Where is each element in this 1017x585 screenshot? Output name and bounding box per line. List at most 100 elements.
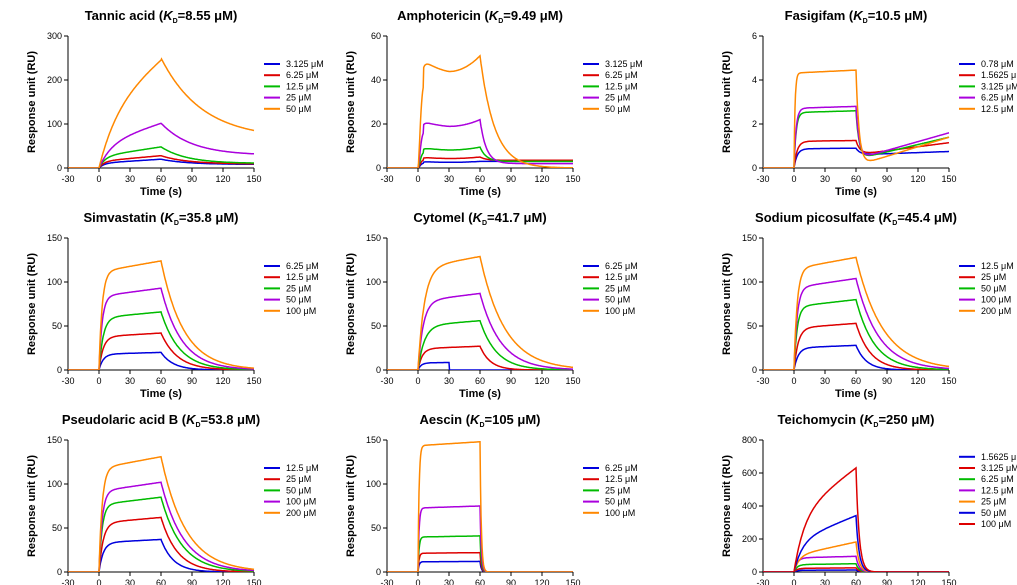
y-axis-label: Response unit (RU) [721,455,733,557]
x-tick-label: 90 [506,376,516,386]
y-tick-label: 100 [742,277,757,287]
legend-label: 6.25 μM [286,70,319,80]
x-tick-label: 120 [910,174,925,184]
x-tick-label: 60 [475,578,485,585]
series-line-4 [68,122,254,168]
y-tick-label: 100 [366,479,381,489]
x-tick-label: 30 [125,174,135,184]
chart-title: Sodium picosulfate (KD=45.4 μM) [755,210,957,227]
x-tick-label: 90 [187,578,197,585]
x-tick-label: 0 [96,578,101,585]
x-tick-label: 90 [187,376,197,386]
series-line-3 [68,311,254,370]
legend-label: 200 μM [981,306,1011,316]
series-line-2 [763,322,949,370]
series-line-3 [763,110,950,168]
x-tick-label: 120 [910,578,925,585]
chart-title-text: Aescin ( [419,412,470,427]
x-tick-label: 90 [506,578,516,585]
x-tick-label: -30 [756,578,769,585]
chart-title-kd-value: =9.49 μM) [503,8,563,23]
x-axis-label: Time (s) [835,186,877,198]
x-tick-label: 60 [156,174,166,184]
legend-label: 50 μM [286,295,311,305]
y-tick-label: 150 [47,435,62,445]
legend-label: 6.25 μM [286,261,319,271]
chart-title-kd-symbol: K [473,210,484,225]
x-tick-label: 150 [246,174,261,184]
legend-label: 6.25 μM [981,474,1014,484]
series-line-6 [763,514,949,572]
x-tick-label: 150 [941,174,956,184]
y-tick-label: 0 [57,567,62,577]
x-tick-label: -30 [61,174,74,184]
legend-label: 100 μM [981,519,1011,529]
chart-title-kd-value: =8.55 μM) [178,8,238,23]
x-tick-label: -30 [61,578,74,585]
chart-title-text: Amphotericin ( [397,8,489,23]
series-line-3 [68,496,255,572]
x-axis-label: Time (s) [140,388,182,400]
series-line-3 [68,146,254,168]
legend-label: 1.5625 μM [981,452,1017,462]
legend-label: 25 μM [286,93,311,103]
legend-label: 50 μM [981,508,1006,518]
series-line-5 [387,255,573,370]
x-tick-label: 60 [851,376,861,386]
chart-title-kd-value: =250 μM) [878,412,934,427]
series-line-4 [68,287,254,370]
legend-label: 100 μM [605,306,635,316]
y-tick-label: 50 [747,321,757,331]
y-tick-label: 100 [47,277,62,287]
x-tick-label: 60 [475,376,485,386]
x-tick-label: 0 [415,174,420,184]
x-tick-label: -30 [380,174,393,184]
legend-label: 100 μM [605,508,635,518]
legend-label: 100 μM [286,306,316,316]
legend-label: 3.125 μM [981,463,1017,473]
y-tick-label: 800 [742,435,757,445]
chart-title-kd-symbol: K [489,8,500,23]
legend-label: 3.125 μM [981,81,1017,91]
x-tick-label: -30 [61,376,74,386]
y-axis-label: Response unit (RU) [26,455,38,557]
x-tick-label: 0 [415,578,420,585]
y-axis-label: Response unit (RU) [26,51,38,153]
y-tick-label: 60 [371,31,381,41]
series-line-4 [387,118,573,168]
legend-label: 25 μM [981,497,1006,507]
y-tick-label: 50 [52,321,62,331]
series-line-1 [763,344,949,370]
y-tick-label: 150 [47,233,62,243]
series-line-1 [763,147,949,168]
series-line-3 [387,319,573,370]
chart-title-kd-value: =10.5 μM) [868,8,928,23]
legend-label: 3.125 μM [286,59,324,69]
chart-title-kd-subscript: D [863,18,868,25]
y-tick-label: 150 [742,233,757,243]
x-tick-label: 0 [96,174,101,184]
x-tick-label: 60 [475,174,485,184]
series-line-7 [763,466,949,572]
y-axis-label: Response unit (RU) [721,51,733,153]
x-axis-label: Time (s) [459,388,501,400]
chart-panel-2: Amphotericin (KD=9.49 μM)-30 0 30 60 90 120 15… [345,8,643,198]
legend-label: 25 μM [286,474,311,484]
series-line-1 [68,351,254,370]
chart-title-text: Simvastatin ( [84,210,166,225]
legend-label: 6.25 μM [605,463,638,473]
series-line-4 [68,481,254,572]
series-line-2 [68,332,254,370]
legend-label: 25 μM [981,272,1006,282]
y-tick-label: 150 [366,233,381,243]
chart-title-kd-subscript: D [498,18,503,25]
legend-label: 25 μM [286,283,311,293]
y-tick-label: 100 [47,119,62,129]
x-tick-label: 150 [941,578,956,585]
x-tick-label: 30 [125,376,135,386]
x-tick-label: 120 [215,376,230,386]
y-tick-label: 0 [752,567,757,577]
series-line-2 [763,567,949,572]
legend-label: 50 μM [605,497,630,507]
legend-label: 25 μM [605,485,630,495]
